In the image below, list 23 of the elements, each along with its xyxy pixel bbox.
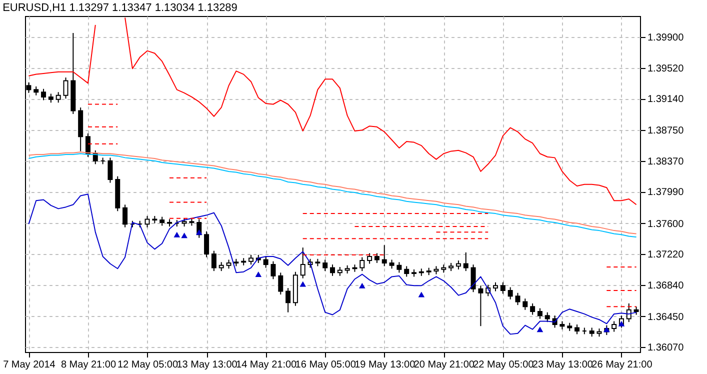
y-tick-label: 1.37990 [648, 187, 684, 198]
y-tick-label: 1.37220 [648, 250, 684, 261]
y-tick-label: 1.37600 [648, 218, 684, 230]
x-tick-label: 20 May 21:00 [414, 360, 475, 370]
chart-title: EURUSD,H1 1.13297 1.13347 1.13034 1.13289 [2, 2, 238, 14]
x-tick-label: 23 May 13:00 [532, 360, 594, 370]
y-tick-label: 1.36450 [648, 312, 684, 323]
y-tick-label: 1.39140 [648, 94, 684, 106]
y-tick-label: 1.39520 [648, 63, 684, 74]
x-tick-label: 14 May 21:00 [236, 360, 298, 370]
y-tick-label: 1.38750 [648, 126, 684, 137]
x-tick-label: 7 May 2014 [3, 360, 56, 370]
y-tick-label: 1.36840 [648, 280, 684, 292]
y-tick-label: 1.38370 [648, 156, 684, 168]
x-tick-label: 16 May 05:00 [295, 360, 356, 370]
x-tick-label: 19 May 13:00 [354, 360, 416, 370]
y-tick-label: 1.39900 [648, 32, 684, 44]
y-tick-label: 1.36070 [648, 342, 684, 354]
x-tick-label: 12 May 05:00 [117, 360, 178, 370]
x-tick-label: 13 May 13:00 [176, 360, 238, 370]
x-tick-label: 26 May 21:00 [592, 360, 653, 370]
x-tick-label: 22 May 05:00 [473, 360, 534, 370]
x-tick-label: 8 May 21:00 [60, 360, 116, 370]
